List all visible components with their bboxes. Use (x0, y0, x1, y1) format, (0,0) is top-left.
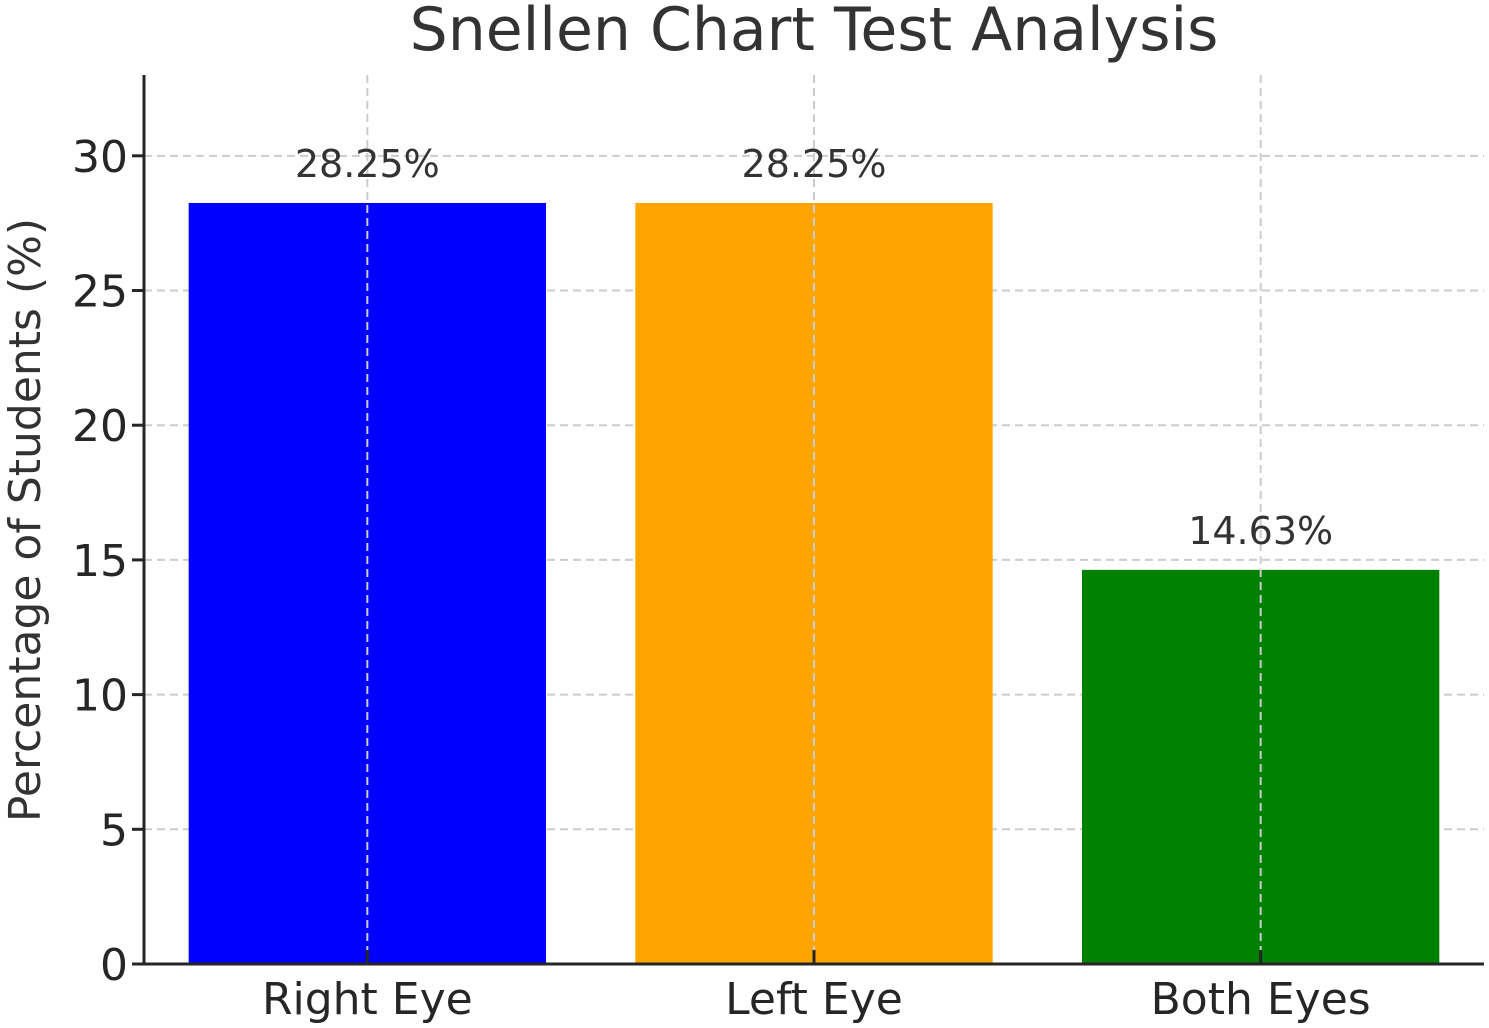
y-tick-label-3: 15 (72, 536, 128, 587)
y-tick-label-0: 0 (100, 940, 128, 991)
value-label-0: 28.25% (295, 142, 440, 186)
ticks: 0 5 10 15 20 25 30 Right Eye Left Eye Both Eyes (72, 132, 1371, 1025)
x-tick-label-0: Right Eye (262, 974, 473, 1025)
y-tick-label-6: 30 (72, 132, 128, 183)
y-tick-label-1: 5 (100, 805, 128, 856)
y-axis-label: Percentage of Students (%) (0, 218, 51, 822)
y-tick-label-5: 25 (72, 267, 128, 318)
value-labels: 28.25% 28.25% 14.63% (295, 142, 1333, 553)
x-tick-label-2: Both Eyes (1151, 974, 1371, 1025)
x-tick-label-1: Left Eye (725, 974, 903, 1025)
value-label-1: 28.25% (742, 142, 887, 186)
y-tick-label-4: 20 (72, 401, 128, 452)
y-tick-label-2: 10 (72, 671, 128, 722)
value-label-2: 14.63% (1188, 509, 1333, 553)
chart-title: Snellen Chart Test Analysis (410, 0, 1219, 65)
